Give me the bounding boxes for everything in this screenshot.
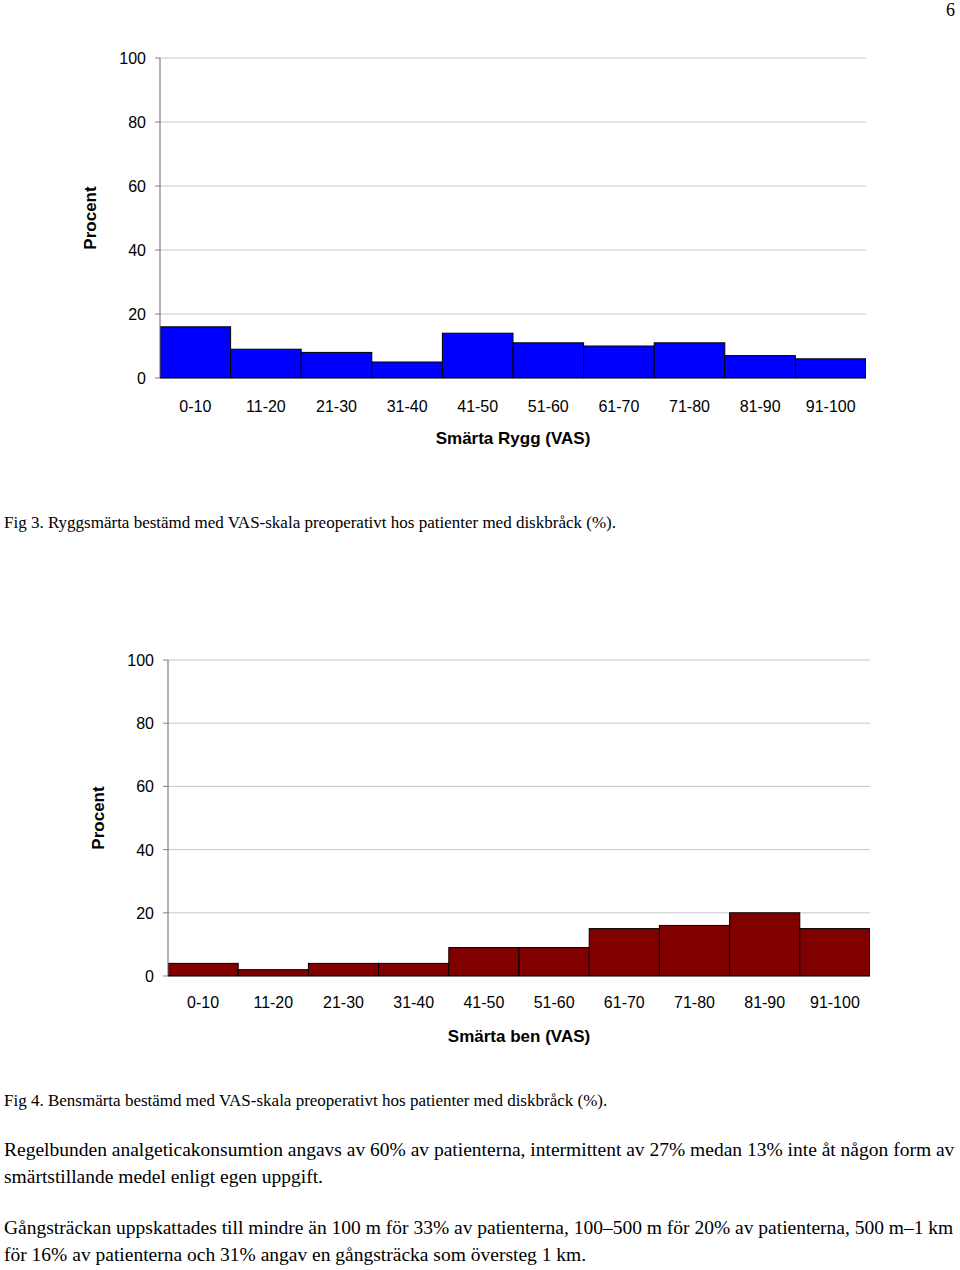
tick-label: 60: [136, 778, 154, 795]
bar: [372, 362, 443, 378]
tick-label: 40: [128, 242, 146, 259]
x-axis-label: Smärta ben (VAS): [448, 1027, 590, 1046]
bar: [654, 343, 725, 378]
tick-mark: [163, 660, 168, 661]
grid-line: [160, 250, 866, 251]
category-label: 81-90: [744, 994, 785, 1011]
tick-mark: [163, 976, 168, 977]
caption: Fig 4. Bensmärta bestämd med VAS-skala p…: [4, 1091, 607, 1110]
category-label: 31-40: [393, 994, 434, 1011]
chart: 0 20 40 60 80 100 0-10 11-20 21-30 31-40 41-50 51-6…: [4, 652, 870, 1110]
category-label: 21-30: [316, 398, 357, 415]
grid-line: [168, 849, 870, 850]
category-label: 31-40: [387, 398, 428, 415]
bar: [231, 349, 302, 378]
tick-label: 20: [128, 306, 146, 323]
bar: [308, 963, 378, 976]
category-label: 81-90: [740, 398, 781, 415]
bar: [160, 327, 231, 378]
y-axis-label: Procent: [81, 186, 100, 250]
y-axis-label: Procent: [89, 786, 108, 850]
page: 60204060801000-1011-2021-3031-4041-5051-…: [0, 0, 960, 1270]
tick-mark: [155, 314, 160, 315]
y-axis: [168, 660, 169, 976]
bars: [160, 327, 866, 378]
tick-label: 0: [145, 968, 154, 985]
grid-line: [168, 660, 870, 661]
bar: [659, 925, 729, 976]
category-label: 61-70: [598, 398, 639, 415]
paragraph: Gångsträckan uppskattades till mindre än…: [4, 1214, 956, 1268]
category-label: 0-10: [187, 994, 219, 1011]
page-number: 6: [946, 0, 955, 20]
category-label: 71-80: [674, 994, 715, 1011]
bar: [379, 963, 449, 976]
bar: [238, 970, 308, 976]
tick-mark: [155, 250, 160, 251]
category-label: 91-100: [810, 994, 860, 1011]
grid-line: [168, 723, 870, 724]
tick-mark: [163, 912, 168, 913]
category-label: 91-100: [806, 398, 856, 415]
bar: [584, 346, 655, 378]
bar: [449, 948, 519, 976]
bar: [589, 929, 659, 976]
tick-label: 80: [136, 715, 154, 732]
x-axis-label: Smärta Rygg (VAS): [436, 429, 591, 448]
tick-label: 40: [136, 842, 154, 859]
bar: [519, 948, 589, 976]
tick-mark: [155, 186, 160, 187]
grid-line: [168, 976, 870, 977]
tick-label: 60: [128, 178, 146, 195]
category-label: 71-80: [669, 398, 710, 415]
bar: [800, 929, 870, 976]
category-label: 11-20: [246, 398, 286, 415]
bar: [168, 963, 238, 976]
tick-mark: [155, 378, 160, 379]
bar: [301, 352, 372, 378]
category-label: 41-50: [463, 994, 504, 1011]
tick-label: 80: [128, 114, 146, 131]
grid-line: [168, 786, 870, 787]
tick-label: 100: [119, 50, 146, 67]
grid-line: [160, 122, 866, 123]
tick-mark: [155, 122, 160, 123]
category-label: 61-70: [604, 994, 645, 1011]
bar: [513, 343, 584, 378]
tick-mark: [163, 786, 168, 787]
caption: Fig 3. Ryggsmärta bestämd med VAS-skala …: [4, 513, 616, 532]
tick-mark: [163, 723, 168, 724]
grid-line: [160, 314, 866, 315]
grid-line: [160, 186, 866, 187]
category-label: 51-60: [534, 994, 575, 1011]
x-axis: [160, 378, 866, 379]
tick-label: 0: [137, 370, 146, 387]
category-label: 11-20: [253, 994, 293, 1011]
paragraph: Regelbunden analgeticakonsumtion angavs …: [4, 1136, 956, 1190]
tick-mark: [163, 849, 168, 850]
bar: [725, 356, 796, 378]
tick-label: 100: [127, 652, 154, 669]
category-label: 51-60: [528, 398, 569, 415]
category-label: 0-10: [179, 398, 211, 415]
grid-line: [160, 58, 866, 59]
bar: [795, 359, 866, 378]
bar: [442, 333, 513, 378]
bar: [730, 913, 800, 976]
y-axis: [160, 58, 161, 378]
x-axis: [168, 976, 870, 977]
tick-label: 20: [136, 905, 154, 922]
tick-mark: [155, 58, 160, 59]
grid-line: [160, 378, 866, 379]
category-label: 21-30: [323, 994, 364, 1011]
chart: 0 20 40 60 80 100 0-10 11-20 21-30 31-40 41-50 51-6…: [4, 50, 866, 532]
category-label: 41-50: [457, 398, 498, 415]
bars: [168, 913, 870, 976]
